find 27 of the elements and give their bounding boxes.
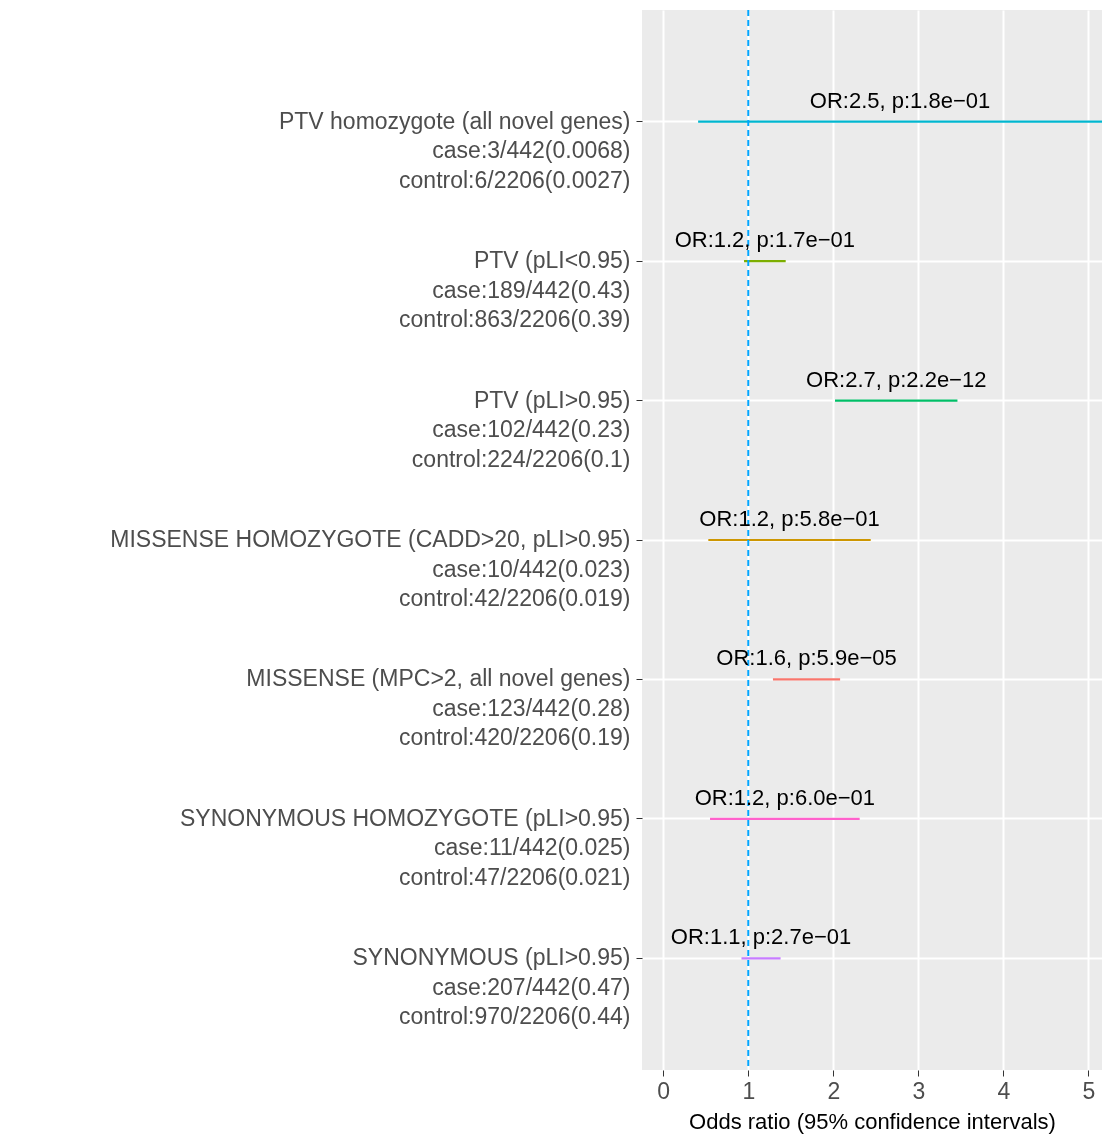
x-tick-label: 0 bbox=[657, 1077, 671, 1104]
y-tick-label: MISSENSE HOMOZYGOTE (CADD>20, pLI>0.95) case:10/442(0.023) control:42/2206(0.019) bbox=[110, 526, 631, 611]
x-tick-label: 4 bbox=[997, 1077, 1011, 1104]
x-tick-label: 2 bbox=[827, 1077, 841, 1104]
y-tick-label: PTV (pLI>0.95) case:102/442(0.23) control:224/2206(0.1) bbox=[411, 386, 631, 472]
annotation: OR:1.2, p:1.7e−01 bbox=[674, 227, 856, 253]
y-tick-label: SYNONYMOUS (pLI>0.95) case:207/442(0.47) control:970/2206(0.44) bbox=[352, 944, 631, 1030]
annotation: OR:2.5, p:1.8e−01 bbox=[809, 87, 991, 113]
y-tick-label: SYNONYMOUS HOMOZYGOTE (pLI>0.95) case:11/442(0.025) control:47/2206(0.021) bbox=[179, 804, 631, 890]
annotation: OR:2.7, p:2.2e−12 bbox=[806, 366, 987, 392]
bar bbox=[698, 120, 1102, 123]
x-tick-label: 5 bbox=[1082, 1077, 1096, 1104]
y-tick-label: MISSENSE (MPC>2, all novel genes) case:123/442(0.28) control:420/2206(0.19) bbox=[246, 665, 631, 751]
annotation: OR:1.6, p:5.9e−05 bbox=[716, 645, 897, 671]
bar bbox=[708, 538, 871, 542]
bar bbox=[772, 678, 841, 681]
bar bbox=[741, 957, 781, 960]
bar bbox=[710, 817, 860, 821]
y-tick-label: PTV (pLI<0.95) case:189/442(0.43) control:863/2206(0.39) bbox=[399, 247, 631, 333]
bar bbox=[835, 399, 958, 402]
y-tick-label: PTV homozygote (all novel genes) case:3/442(0.0068) control:6/2206(0.0027) bbox=[278, 107, 631, 193]
annotation: OR:1.2, p:5.8e−01 bbox=[699, 506, 880, 531]
x-axis-title: Odds ratio (95% confidence intervals) bbox=[689, 1108, 1056, 1134]
annotation: OR:1.1, p:2.7e−01 bbox=[670, 924, 852, 950]
x-tick-label: 3 bbox=[912, 1077, 926, 1104]
annotation: OR:1.2, p:6.0e−01 bbox=[694, 784, 876, 810]
x-tick-label: 1 bbox=[742, 1077, 756, 1104]
